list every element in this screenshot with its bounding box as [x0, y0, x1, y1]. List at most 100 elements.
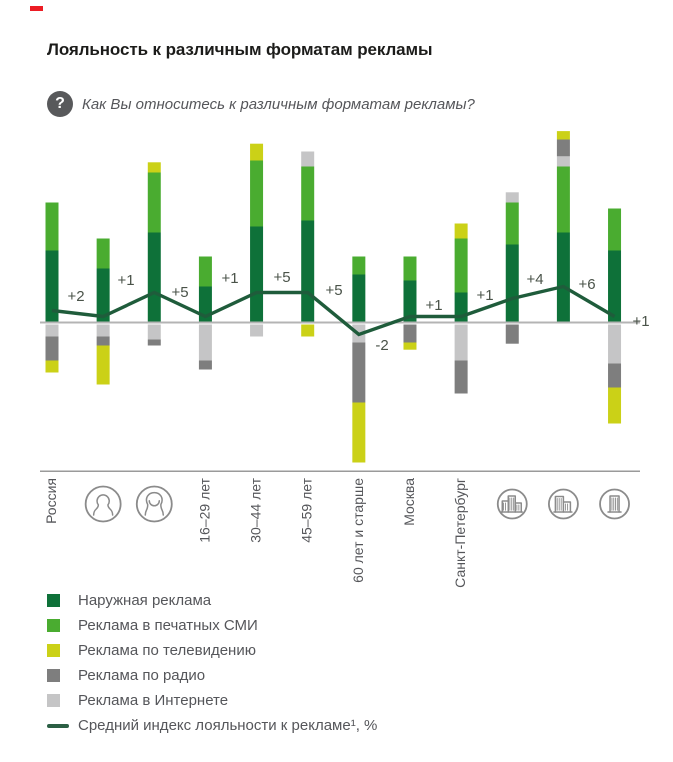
bar-segment: [147, 162, 161, 173]
bar-segment: [301, 166, 315, 221]
male-icon: [84, 485, 122, 523]
index-value-label: +1: [425, 297, 442, 314]
legend-line-swatch: [47, 723, 69, 728]
index-value-label: +1: [117, 272, 134, 289]
question-mark-icon: ?: [47, 91, 73, 117]
bar-segment: [505, 192, 519, 203]
question-text: Как Вы относитесь к различным форматам р…: [82, 95, 475, 113]
bar-segment: [505, 324, 519, 344]
index-value-label: +4: [526, 271, 543, 288]
zero-axis-line: [40, 321, 640, 324]
bar-segment: [147, 339, 161, 346]
bar-segment: [147, 324, 161, 340]
bar-segment: [301, 151, 315, 167]
bar-segment: [556, 131, 570, 140]
index-value-label: +1: [221, 270, 238, 287]
x-axis-label: Санкт-Петербург: [452, 478, 468, 588]
index-value-label: +5: [325, 282, 342, 299]
category-axis-line: [40, 470, 640, 472]
legend-item: Наружная реклама: [47, 588, 377, 613]
bar-segment: [96, 268, 110, 323]
bar-segment: [96, 345, 110, 385]
index-value-label: +2: [67, 288, 84, 305]
bar-segment: [250, 226, 264, 323]
bar-segment: [96, 238, 110, 269]
legend-label: Средний индекс лояльности к рекламе¹, %: [78, 717, 378, 734]
x-axis-label: Москва: [401, 478, 417, 526]
legend-label: Реклама в печатных СМИ: [78, 617, 258, 634]
bar-segment: [250, 324, 264, 337]
city-small-icon: [599, 488, 630, 520]
legend-item: Средний индекс лояльности к рекламе¹, %: [47, 713, 377, 738]
legend-label: Реклама по телевидению: [78, 642, 256, 659]
bar-segment: [352, 274, 366, 323]
legend-item: Реклама по радио: [47, 663, 377, 688]
bar-segment: [608, 250, 622, 323]
bar-segment: [403, 280, 417, 323]
city-large-icon: [496, 488, 528, 520]
bar-segment: [198, 324, 212, 361]
bar-segment: [403, 324, 417, 343]
legend-square-swatch: [47, 644, 60, 657]
legend-item: Реклама в Интернете: [47, 688, 377, 713]
x-axis-label: 16–29 лет: [196, 477, 212, 542]
bar-segment: [147, 232, 161, 323]
bar-segment: [352, 342, 366, 403]
legend-label: Реклама в Интернете: [78, 692, 229, 709]
bar-segment: [147, 172, 161, 233]
x-axis-label: 30–44 лет: [248, 477, 264, 542]
bar-segment: [198, 256, 212, 287]
bar-segment: [556, 232, 570, 323]
bar-segment: [45, 336, 59, 361]
index-value-label: +1: [476, 287, 493, 304]
legend-label: Реклама по радио: [78, 667, 206, 684]
loyalty-index-line: [51, 284, 616, 337]
city-medium-icon: [548, 488, 579, 520]
bar-segment: [45, 250, 59, 323]
bar-segment: [96, 336, 110, 346]
question-mark-glyph: ?: [55, 95, 65, 112]
bar-segment: [608, 208, 622, 251]
legend-square-swatch: [47, 694, 60, 707]
index-value-label: +1: [632, 313, 649, 330]
legend-label: Наружная реклама: [78, 592, 212, 609]
bar-segment: [556, 139, 570, 157]
bar-segment: [352, 256, 366, 275]
bar-segment: [301, 324, 315, 337]
survey-question: ? Как Вы относитесь к различным форматам…: [47, 91, 475, 117]
bar-segment: [352, 402, 366, 463]
female-icon: [135, 485, 173, 523]
chart-legend: Наружная реклама Реклама в печатных СМИ Ре…: [47, 588, 377, 738]
bar-segment: [301, 220, 315, 323]
bar-segment: [198, 360, 212, 370]
red-corner-mark: [30, 6, 43, 11]
legend-item: Реклама по телевидению: [47, 638, 377, 663]
bar-segment: [608, 363, 622, 388]
legend-item: Реклама в печатных СМИ: [47, 613, 377, 638]
index-value-label: +6: [578, 276, 595, 293]
bar-segment: [403, 256, 417, 281]
x-axis-label: Россия: [43, 478, 59, 524]
page-title: Лояльность к различным форматам рекламы: [47, 40, 433, 59]
legend-square-swatch: [47, 594, 60, 607]
bar-segment: [505, 202, 519, 245]
bar-segment: [45, 202, 59, 251]
bar-segment: [45, 360, 59, 373]
chart-canvas: +2 +1 +5 +1 +5 +5 -2 +1 +1 +4 +6 +1 Россия 16–29 лет 3…: [40, 131, 650, 588]
bar-segment: [454, 360, 468, 394]
index-value-label: -2: [375, 337, 388, 354]
bar-segment: [45, 324, 59, 337]
bar-segment: [556, 166, 570, 233]
bar-segment: [608, 324, 622, 364]
bar-segment: [403, 342, 417, 350]
legend-square-swatch: [47, 669, 60, 682]
bar-segment: [250, 143, 264, 161]
legend-square-swatch: [47, 619, 60, 632]
index-value-label: +5: [171, 284, 188, 301]
bar-segment: [454, 238, 468, 293]
bar-segment: [505, 244, 519, 323]
x-axis-label: 60 лет и старше: [350, 478, 366, 583]
index-value-label: +5: [273, 269, 290, 286]
bar-segment: [96, 324, 110, 337]
